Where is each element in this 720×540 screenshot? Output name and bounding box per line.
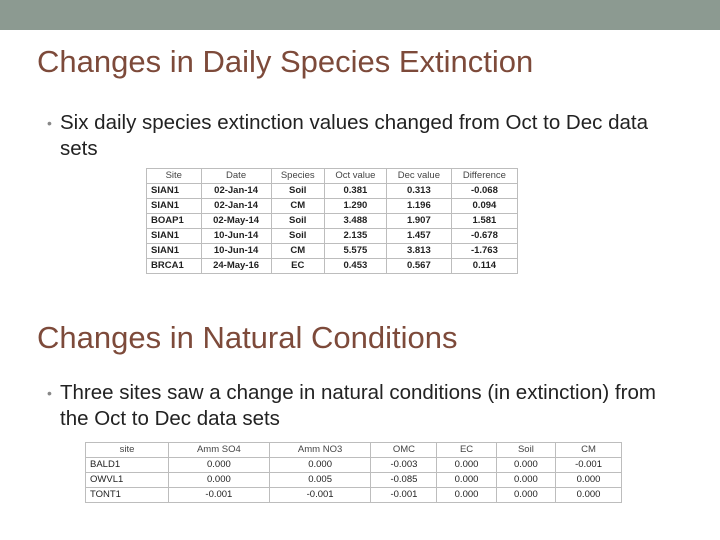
- table-cell: -0.001: [268, 487, 372, 503]
- column-header: OMC: [370, 442, 438, 458]
- table-cell: 5.575: [323, 243, 387, 259]
- table-cell: 0.000: [555, 487, 622, 503]
- table-cell: -0.678: [450, 228, 519, 244]
- table-cell: 0.000: [555, 472, 622, 488]
- table-row: OWVL1 0.000 0.005 -0.085 0.000 0.000 0.000: [84, 472, 622, 488]
- slide-top-bar: [0, 0, 720, 30]
- table-cell: -0.068: [450, 183, 519, 199]
- table-cell: 0.567: [385, 258, 452, 274]
- table-cell: 0.313: [385, 183, 452, 199]
- bullet-text: Six daily species extinction values chan…: [60, 111, 648, 160]
- bullet-natural-conditions: • Three sites saw a change in natural co…: [47, 380, 690, 432]
- bullet-text: Three sites saw a change in natural cond…: [60, 381, 656, 430]
- column-header: Oct value: [323, 168, 387, 184]
- column-header: Date: [200, 168, 272, 184]
- table-cell: 0.094: [450, 198, 519, 214]
- column-header: Difference: [450, 168, 519, 184]
- column-header: Dec value: [385, 168, 452, 184]
- table-cell: -0.001: [555, 457, 622, 473]
- table-row: SIAN1 02-Jan-14 Soil 0.381 0.313 -0.068: [146, 183, 519, 199]
- table-cell: -0.001: [370, 487, 438, 503]
- section-title-species-extinction: Changes in Daily Species Extinction: [37, 44, 534, 79]
- table-cell: SIAN1: [146, 243, 202, 259]
- table-row: SIAN1 10-Jun-14 CM 5.575 3.813 -1.763: [146, 243, 519, 259]
- table-cell: BRCA1: [146, 258, 202, 274]
- table-cell: 02-May-14: [200, 213, 272, 229]
- table-cell: 0.114: [450, 258, 519, 274]
- table-cell: BALD1: [84, 457, 170, 473]
- table-cell: 1.907: [385, 213, 452, 229]
- table-cell: 0.000: [168, 472, 270, 488]
- table-cell: 1.457: [385, 228, 452, 244]
- column-header: Species: [270, 168, 325, 184]
- column-header: Amm SO4: [168, 442, 270, 458]
- table-cell: 0.000: [436, 472, 497, 488]
- table-cell: Soil: [270, 213, 325, 229]
- table-cell: 02-Jan-14: [200, 183, 272, 199]
- column-header: Amm NO3: [268, 442, 372, 458]
- table-row: BOAP1 02-May-14 Soil 3.488 1.907 1.581: [146, 213, 519, 229]
- natural-conditions-table: site Amm SO4 Amm NO3 OMC EC Soil CM BALD1 0.000…: [84, 442, 622, 503]
- table-cell: OWVL1: [84, 472, 170, 488]
- table-cell: 0.453: [323, 258, 387, 274]
- table-cell: BOAP1: [146, 213, 202, 229]
- table-cell: -0.001: [168, 487, 270, 503]
- table-cell: -0.003: [370, 457, 438, 473]
- bullet-dot-icon: •: [47, 115, 52, 131]
- bullet-species-extinction: • Six daily species extinction values ch…: [47, 110, 690, 162]
- table-cell: -1.763: [450, 243, 519, 259]
- table-cell: 10-Jun-14: [200, 243, 272, 259]
- column-header: site: [84, 442, 170, 458]
- table-cell: SIAN1: [146, 198, 202, 214]
- column-header: EC: [436, 442, 497, 458]
- table-cell: 1.290: [323, 198, 387, 214]
- bullet-dot-icon: •: [47, 385, 52, 401]
- table-cell: SIAN1: [146, 183, 202, 199]
- table-cell: 0.000: [495, 457, 557, 473]
- table-cell: 0.000: [495, 472, 557, 488]
- column-header: Soil: [495, 442, 557, 458]
- table-cell: 0.005: [268, 472, 372, 488]
- table-cell: 0.381: [323, 183, 387, 199]
- table-cell: Soil: [270, 228, 325, 244]
- table-cell: 1.196: [385, 198, 452, 214]
- table-cell: CM: [270, 243, 325, 259]
- column-header: CM: [555, 442, 622, 458]
- table-row: SIAN1 10-Jun-14 Soil 2.135 1.457 -0.678: [146, 228, 519, 244]
- table-cell: CM: [270, 198, 325, 214]
- table-cell: 3.488: [323, 213, 387, 229]
- table-cell: 0.000: [436, 457, 497, 473]
- table-cell: EC: [270, 258, 325, 274]
- table-cell: 0.000: [436, 487, 497, 503]
- table-cell: 02-Jan-14: [200, 198, 272, 214]
- table-cell: 1.581: [450, 213, 519, 229]
- table-row: SIAN1 02-Jan-14 CM 1.290 1.196 0.094: [146, 198, 519, 214]
- table-header-row: Site Date Species Oct value Dec value Differe…: [146, 168, 519, 184]
- table-cell: 0.000: [495, 487, 557, 503]
- table-cell: TONT1: [84, 487, 170, 503]
- table-cell: SIAN1: [146, 228, 202, 244]
- section-title-natural-conditions: Changes in Natural Conditions: [37, 320, 458, 355]
- table-row: BRCA1 24-May-16 EC 0.453 0.567 0.114: [146, 258, 519, 274]
- table-cell: 3.813: [385, 243, 452, 259]
- table-cell: 10-Jun-14: [200, 228, 272, 244]
- table-cell: 0.000: [268, 457, 372, 473]
- table-header-row: site Amm SO4 Amm NO3 OMC EC Soil CM: [84, 442, 622, 458]
- table-cell: 0.000: [168, 457, 270, 473]
- table-row: TONT1 -0.001 -0.001 -0.001 0.000 0.000 0.000: [84, 487, 622, 503]
- column-header: Site: [146, 168, 202, 184]
- table-cell: Soil: [270, 183, 325, 199]
- table-row: BALD1 0.000 0.000 -0.003 0.000 0.000 -0.001: [84, 457, 622, 473]
- table-cell: -0.085: [370, 472, 438, 488]
- table-cell: 24-May-16: [200, 258, 272, 274]
- table-cell: 2.135: [323, 228, 387, 244]
- species-extinction-table: Site Date Species Oct value Dec value Differe…: [146, 168, 519, 274]
